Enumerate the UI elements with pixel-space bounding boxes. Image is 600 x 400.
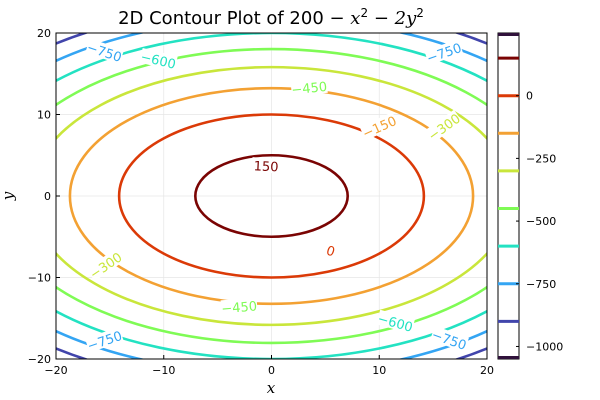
contour-label-bg — [424, 109, 463, 143]
contour-label-text: −750 — [85, 40, 124, 65]
contour-label-bg — [85, 38, 125, 65]
contour-label-bg — [429, 325, 469, 353]
contour-label: −600 — [139, 47, 178, 73]
colorbar-tick-label: −1000 — [526, 340, 563, 353]
colorbar-frame — [497, 32, 520, 360]
contour-label-bg — [376, 309, 415, 334]
contour-label-text: −600 — [139, 50, 177, 73]
colorbar-tick-label: −750 — [526, 278, 556, 291]
contour-label-text: −450 — [291, 80, 328, 98]
x-tick-label: −20 — [44, 364, 67, 377]
contour-label-bg — [251, 157, 281, 174]
colorbar-ticks: 0 −250 −500 −750 −1000 — [516, 90, 563, 353]
x-axis-label: x — [267, 379, 276, 397]
colorbar-tick-label: 0 — [526, 90, 533, 103]
contour-label: 0 — [322, 241, 339, 260]
y-tick-label: 20 — [37, 27, 51, 40]
contour-line-0 — [117, 113, 426, 279]
contour-label-text: 150 — [253, 159, 279, 175]
contour-label-bg — [322, 241, 339, 260]
y-tick-label: 0 — [44, 190, 51, 203]
contour-label-bg — [220, 297, 258, 316]
chart-title: 2D Contour Plot of 200 − x2 − 2y2 — [118, 6, 424, 29]
y-axis-ticks: −20 −10 0 10 20 — [28, 27, 60, 366]
contour-line-neg450 — [56, 47, 487, 345]
contour-label-bg — [424, 39, 464, 66]
y-tick-label: −10 — [28, 272, 51, 285]
contour-label: 150 — [251, 157, 281, 175]
contour-label-text: −450 — [221, 299, 258, 317]
contour-label-bg — [359, 112, 399, 141]
colorbar-tick-label: −500 — [526, 215, 556, 228]
x-tick-label: 10 — [372, 364, 386, 377]
contour-label-bg — [84, 327, 124, 353]
contour-label: −450 — [220, 297, 258, 317]
x-tick-label: 20 — [480, 364, 494, 377]
y-tick-label: −20 — [28, 353, 51, 366]
contour-label: −450 — [290, 77, 328, 98]
colorbar: 0 −250 −500 −750 −1000 — [497, 32, 563, 360]
contour-line-neg150 — [68, 86, 475, 306]
contour-line-150 — [194, 153, 349, 239]
y-axis-label: y — [0, 191, 17, 201]
colorbar-level-lines — [498, 33, 519, 359]
contour-line-neg300 — [56, 65, 487, 327]
grid-lines — [55, 32, 488, 360]
x-tick-label: 0 — [268, 364, 275, 377]
y-tick-label: 10 — [37, 109, 51, 122]
contour-label-bg — [290, 77, 328, 97]
x-axis-ticks: −20 −10 0 10 20 — [44, 355, 494, 377]
contour-label-bg — [139, 47, 178, 71]
x-tick-label: −10 — [152, 364, 175, 377]
colorbar-tick-label: −250 — [526, 152, 556, 165]
contour-label-text: −600 — [376, 312, 414, 336]
contour-label-bg — [86, 248, 125, 282]
